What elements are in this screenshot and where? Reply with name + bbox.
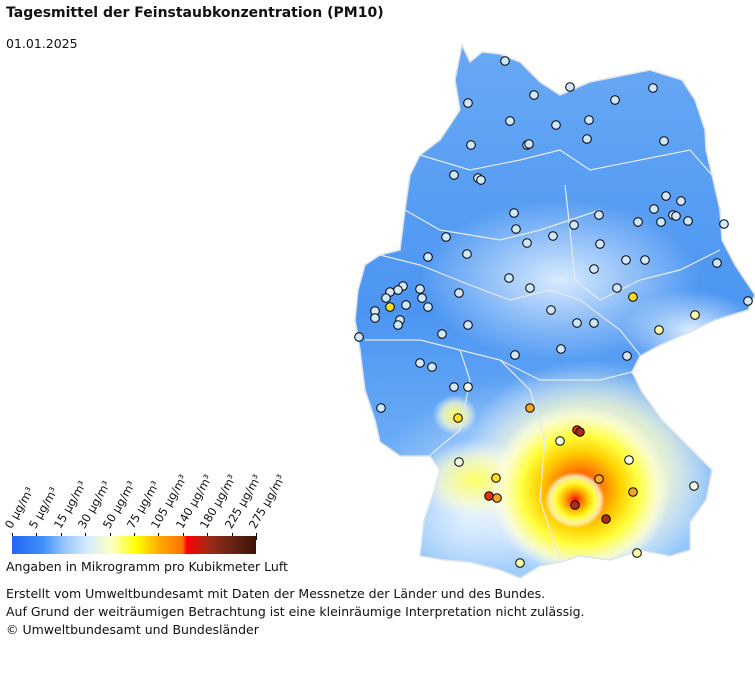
station-marker (548, 231, 558, 241)
station-marker (370, 313, 380, 323)
station-marker (381, 293, 391, 303)
station-marker (719, 219, 729, 229)
station-marker (621, 255, 631, 265)
station-marker (624, 455, 634, 465)
station-marker (632, 548, 642, 558)
station-marker (462, 249, 472, 259)
station-marker (661, 191, 671, 201)
station-marker (393, 285, 403, 295)
station-marker (649, 204, 659, 214)
station-marker (743, 296, 753, 306)
station-marker (423, 302, 433, 312)
station-marker (628, 487, 638, 497)
station-marker (505, 116, 515, 126)
station-marker (463, 382, 473, 392)
station-marker (633, 217, 643, 227)
station-marker (555, 436, 565, 446)
station-marker (522, 238, 532, 248)
footer-line-disclaimer: Auf Grund der weiträumigen Betrachtung i… (6, 604, 585, 619)
station-marker (584, 115, 594, 125)
station-marker (415, 284, 425, 294)
station-marker (466, 140, 476, 150)
station-marker (453, 413, 463, 423)
map-date: 01.01.2025 (6, 36, 78, 51)
station-marker (622, 351, 632, 361)
station-marker (449, 170, 459, 180)
station-marker (676, 196, 686, 206)
station-marker (640, 255, 650, 265)
station-marker (515, 558, 525, 568)
station-marker (401, 300, 411, 310)
station-marker (423, 252, 433, 262)
station-marker (376, 403, 386, 413)
map-title: Tagesmittel der Feinstaubkonzentration (… (6, 5, 384, 21)
legend-tick (256, 533, 257, 540)
station-marker (454, 288, 464, 298)
station-marker (529, 90, 539, 100)
station-marker (511, 224, 521, 234)
station-marker (509, 208, 519, 218)
station-marker (712, 258, 722, 268)
station-marker (589, 318, 599, 328)
legend-color-bar (12, 536, 256, 554)
station-markers (354, 56, 753, 568)
station-marker (683, 216, 693, 226)
station-marker (594, 210, 604, 220)
station-marker (449, 382, 459, 392)
station-marker (385, 302, 395, 312)
station-marker (463, 320, 473, 330)
station-marker (417, 293, 427, 303)
station-marker (415, 358, 425, 368)
station-marker (354, 332, 364, 342)
station-marker (595, 239, 605, 249)
station-marker (656, 217, 666, 227)
state-borders (365, 149, 721, 561)
station-marker (628, 292, 638, 302)
station-marker (671, 211, 681, 221)
station-marker (648, 83, 658, 93)
station-marker (525, 403, 535, 413)
station-marker (570, 500, 580, 510)
footer-line-copyright: © Umweltbundesamt und Bundesländer (6, 622, 259, 637)
station-marker (546, 305, 556, 315)
station-marker (454, 457, 464, 467)
station-marker (491, 473, 501, 483)
station-marker (659, 136, 669, 146)
station-marker (601, 514, 611, 524)
station-marker (612, 283, 622, 293)
station-marker (569, 220, 579, 230)
station-marker (582, 134, 592, 144)
station-marker (575, 427, 585, 437)
station-marker (654, 325, 664, 335)
station-marker (504, 273, 514, 283)
station-marker (484, 491, 494, 501)
station-marker (551, 120, 561, 130)
footer-line-source: Erstellt vom Umweltbundesamt mit Daten d… (6, 586, 546, 601)
station-marker (437, 329, 447, 339)
legend: 0 µg/m³ 5 µg/m³ 15 µg/m³ 30 µg/m³ 50 µg/m³ 75… (2, 455, 288, 575)
station-marker (525, 283, 535, 293)
station-marker (427, 362, 437, 372)
station-marker (500, 56, 510, 66)
station-marker (689, 481, 699, 491)
station-marker (441, 232, 451, 242)
station-marker (524, 139, 534, 149)
station-marker (589, 264, 599, 274)
station-marker (572, 318, 582, 328)
station-marker (393, 320, 403, 330)
station-marker (476, 175, 486, 185)
station-marker (565, 82, 575, 92)
station-marker (610, 95, 620, 105)
station-marker (556, 344, 566, 354)
footer: Erstellt vom Umweltbundesamt mit Daten d… (6, 585, 585, 639)
station-marker (690, 310, 700, 320)
legend-caption: Angaben in Mikrogramm pro Kubikmeter Luf… (6, 559, 288, 574)
station-marker (510, 350, 520, 360)
station-marker (594, 474, 604, 484)
station-marker (492, 493, 502, 503)
station-marker (463, 98, 473, 108)
